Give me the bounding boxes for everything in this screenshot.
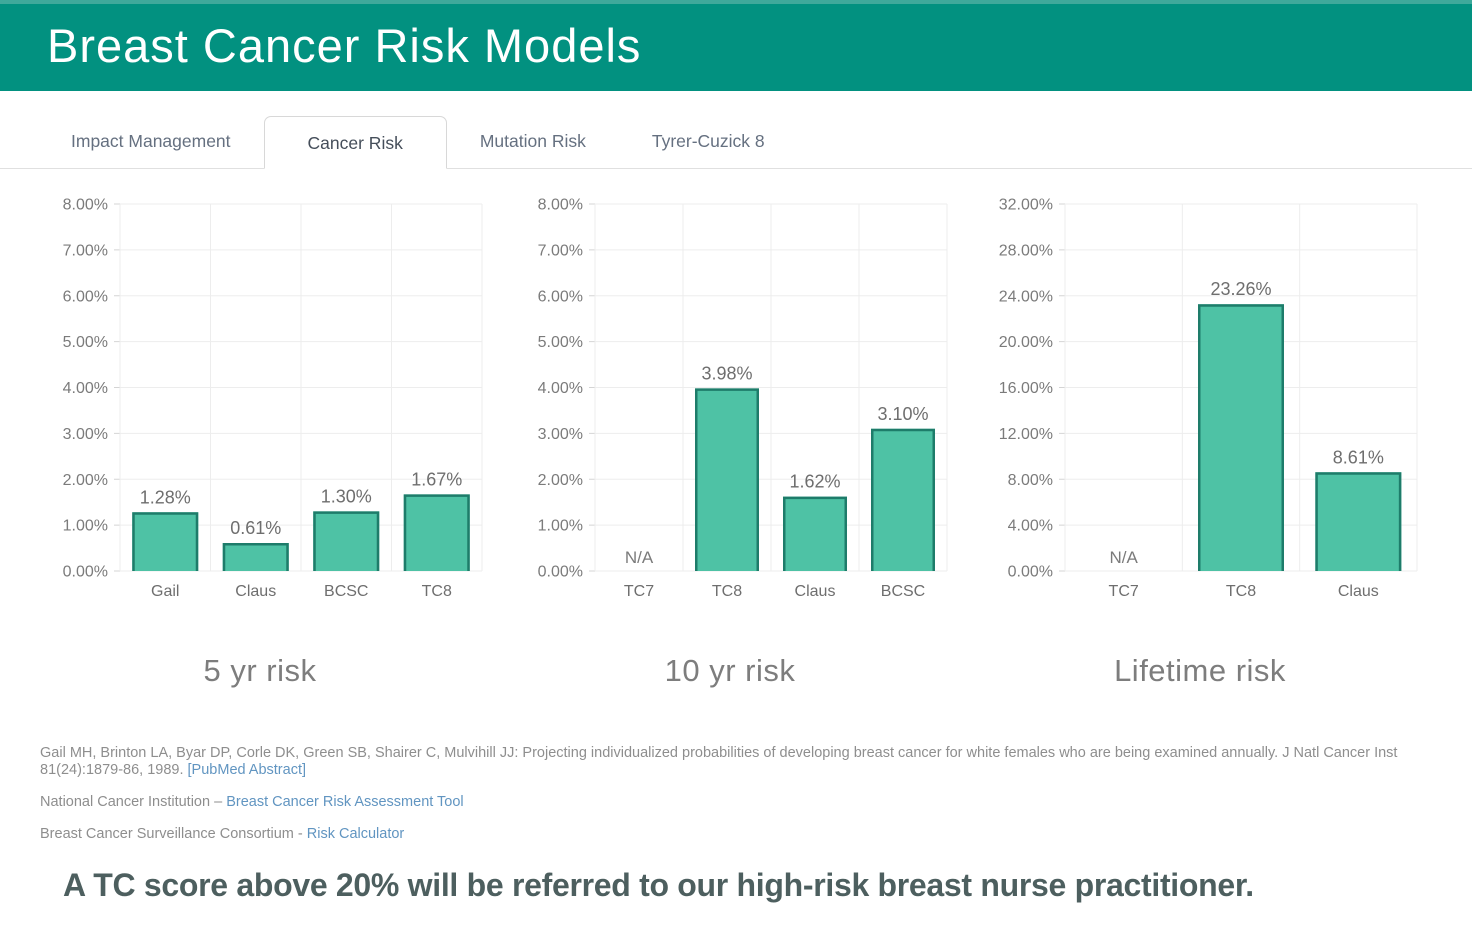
y-tick-label: 5.00% [63, 334, 108, 351]
na-label: N/A [1109, 548, 1138, 567]
bar-border [783, 496, 847, 571]
bar-value-label: 1.62% [789, 472, 840, 492]
category-label: Claus [235, 583, 276, 600]
bar-value-label: 1.28% [140, 487, 191, 507]
bar-border [695, 388, 759, 571]
citation-link[interactable]: [PubMed Abstract] [187, 762, 307, 778]
citation-text: Breast Cancer Surveillance Consortium - [40, 826, 307, 842]
chart-lifetime-risk: 32.00% 28.00% 24.00% 20.00% 16.00% 12.00% 8.00… [999, 197, 1418, 600]
bar-border [871, 428, 935, 571]
y-tick-label: 6.00% [538, 288, 583, 305]
category-label: BCSC [881, 583, 925, 600]
category-label: TC7 [1109, 583, 1139, 600]
bar-border [1198, 304, 1284, 571]
app-header: Breast Cancer Risk Models [0, 0, 1472, 91]
citations-section: Gail MH, Brinton LA, Byar DP, Corle DK, … [40, 745, 1435, 843]
bar-bcsc [871, 428, 935, 571]
y-tick-label: 3.00% [63, 426, 108, 443]
chart-container-10-yr-risk: 8.00% 7.00% 6.00% 5.00% 4.00% 3.00% 2.00% 1.00%… [505, 185, 955, 620]
bar-claus [783, 496, 847, 571]
citation-text: National Cancer Institution – [40, 794, 227, 810]
chart-title-lifetime-risk: Lifetime risk [1114, 653, 1286, 688]
citation-text: Gail MH, Brinton LA, Byar DP, Corle DK, … [40, 745, 1398, 778]
bar-claus [222, 543, 289, 571]
citation-line: National Cancer Institution – Breast Can… [40, 794, 1435, 811]
category-label: TC8 [1226, 583, 1256, 600]
tab-mutation-risk[interactable]: Mutation Risk [479, 131, 586, 151]
y-tick-label: 12.00% [999, 426, 1053, 443]
y-tick-label: 8.00% [538, 197, 583, 214]
bar-value-label: 3.98% [701, 363, 752, 383]
y-tick-label: 8.00% [1008, 472, 1053, 489]
citation-line: Breast Cancer Surveillance Consortium - … [40, 826, 1435, 843]
citation-line: Gail MH, Brinton LA, Byar DP, Corle DK, … [40, 745, 1435, 779]
bar-gail [132, 512, 199, 571]
chart-container-lifetime-risk: 32.00% 28.00% 24.00% 20.00% 16.00% 12.00% 8.00… [975, 185, 1425, 620]
y-tick-label: 5.00% [538, 334, 583, 351]
y-tick-label: 3.00% [538, 426, 583, 443]
y-tick-label: 1.00% [538, 518, 583, 535]
category-label: TC7 [624, 583, 654, 600]
y-tick-label: 6.00% [63, 288, 108, 305]
bar-bcsc [313, 511, 380, 571]
bar-border [1315, 472, 1402, 571]
y-tick-label: 1.00% [63, 518, 108, 535]
y-tick-label: 7.00% [538, 242, 583, 259]
chart-title-5-yr-risk: 5 yr risk [203, 653, 317, 688]
bar-tc8 [695, 388, 759, 571]
bar-value-label: 0.61% [230, 518, 281, 538]
y-tick-label: 16.00% [999, 380, 1053, 397]
bar-tc8 [1198, 304, 1284, 571]
y-tick-label: 7.00% [63, 242, 108, 259]
y-tick-label: 0.00% [1008, 564, 1053, 581]
y-tick-label: 4.00% [63, 380, 108, 397]
y-tick-label: 28.00% [999, 242, 1053, 259]
y-tick-label: 2.00% [538, 472, 583, 489]
bar-border [313, 511, 380, 571]
tab-tyrer-cuzick-8[interactable]: Tyrer-Cuzick 8 [651, 131, 765, 151]
tab-cancer-risk[interactable]: Cancer Risk [263, 116, 447, 169]
chart-title-10-yr-risk: 10 yr risk [664, 653, 796, 688]
charts-row: 8.00% 7.00% 6.00% 5.00% 4.00% 3.00% 2.00% 1.00%… [30, 185, 1472, 620]
page-title: Breast Cancer Risk Models [47, 19, 642, 72]
bar-value-label: 8.61% [1333, 447, 1384, 467]
main-content: 8.00% 7.00% 6.00% 5.00% 4.00% 3.00% 2.00% 1.00%… [0, 185, 1472, 904]
bar-value-label: 1.30% [321, 486, 372, 506]
y-tick-label: 0.00% [538, 564, 583, 581]
bar-border [403, 494, 470, 571]
category-label: TC8 [712, 583, 742, 600]
citation-link[interactable]: Breast Cancer Risk Assessment Tool [226, 794, 464, 810]
y-tick-label: 2.00% [63, 472, 108, 489]
chart-5-yr-risk: 8.00% 7.00% 6.00% 5.00% 4.00% 3.00% 2.00% 1.00%… [63, 197, 483, 600]
chart-10-yr-risk: 8.00% 7.00% 6.00% 5.00% 4.00% 3.00% 2.00% 1.00%… [538, 197, 948, 600]
category-label: Claus [795, 583, 836, 600]
bar-value-label: 3.10% [877, 404, 928, 424]
citation-link[interactable]: Risk Calculator [306, 826, 405, 842]
bar-border [222, 543, 289, 571]
bar-value-label: 1.67% [411, 469, 462, 489]
category-label: Gail [151, 583, 179, 600]
bar-tc8 [403, 494, 470, 571]
bar-border [132, 512, 199, 571]
y-tick-label: 32.00% [999, 197, 1053, 214]
y-tick-label: 8.00% [63, 197, 108, 214]
chart-titles-row: 5 yr risk 10 yr risk Lifetime risk [30, 653, 1472, 689]
y-tick-label: 4.00% [1008, 518, 1053, 535]
y-tick-label: 0.00% [63, 564, 108, 581]
y-tick-label: 4.00% [538, 380, 583, 397]
chart-container-5-yr-risk: 8.00% 7.00% 6.00% 5.00% 4.00% 3.00% 2.00% 1.00%… [30, 185, 490, 620]
na-label: N/A [625, 548, 654, 567]
tab-bar: Impact Management Cancer Risk Mutation Ris… [0, 91, 1472, 169]
bar-claus [1315, 472, 1402, 571]
category-label: BCSC [324, 583, 368, 600]
referral-statement: A TC score above 20% will be referred to… [63, 867, 1254, 903]
bar-value-label: 23.26% [1210, 279, 1271, 299]
category-label: Claus [1338, 583, 1379, 600]
category-label: TC8 [422, 583, 452, 600]
tab-impact-management[interactable]: Impact Management [71, 131, 231, 151]
y-tick-label: 20.00% [999, 334, 1053, 351]
y-tick-label: 24.00% [999, 288, 1053, 305]
